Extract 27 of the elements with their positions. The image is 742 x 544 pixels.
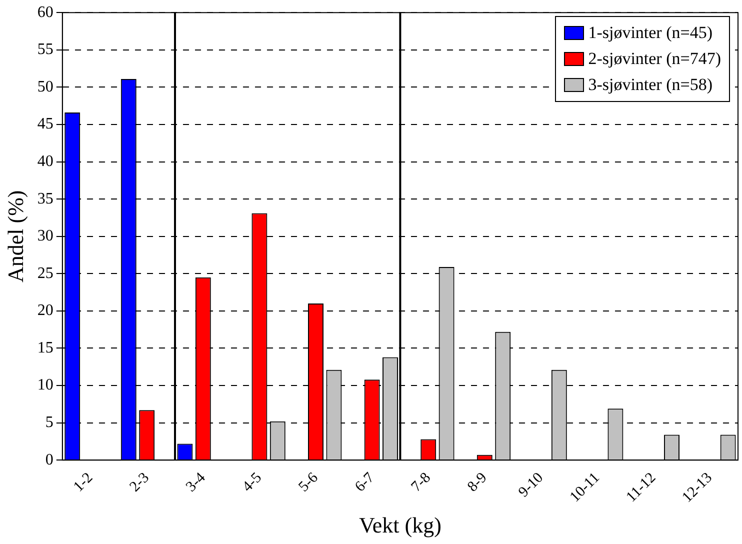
y-tick-label: 10 [37, 376, 54, 394]
x-tick-label: 2-3 [127, 470, 152, 496]
y-tick-label: 25 [37, 264, 54, 282]
y-tick-label: 15 [37, 339, 54, 356]
x-tick-label: 1-2 [70, 470, 96, 496]
y-tick-label: 50 [37, 78, 54, 96]
y-tick-label: 30 [37, 228, 54, 245]
legend-label: 1-sjøvinter (n=45) [588, 22, 712, 44]
y-tick-label: 45 [37, 116, 54, 133]
y-tick-label: 40 [37, 152, 54, 170]
x-axis-title: Vekt (kg) [358, 512, 442, 538]
y-tick-label: 55 [37, 41, 54, 58]
y-tick-label: 35 [37, 190, 54, 208]
y-axis-title: Andel (%) [2, 190, 28, 282]
x-tick-label: 3-4 [183, 469, 210, 496]
x-tick-label: 9-10 [516, 470, 547, 501]
legend-label: 3-sjøvinter (n=58) [588, 74, 712, 96]
legend-label: 2-sjøvinter (n=747) [588, 48, 721, 70]
y-tick-label: 0 [45, 451, 54, 468]
y-tick-label: 5 [45, 414, 54, 432]
x-tick-label: 4-5 [240, 470, 266, 496]
x-tick-label: 5-6 [296, 469, 322, 496]
x-tick-label: 8-9 [464, 470, 490, 496]
y-tick-label: 20 [37, 302, 54, 320]
x-tick-label: 6-7 [352, 469, 378, 496]
x-tick-label: 7-8 [408, 470, 434, 496]
y-tick-label: 60 [37, 4, 54, 21]
